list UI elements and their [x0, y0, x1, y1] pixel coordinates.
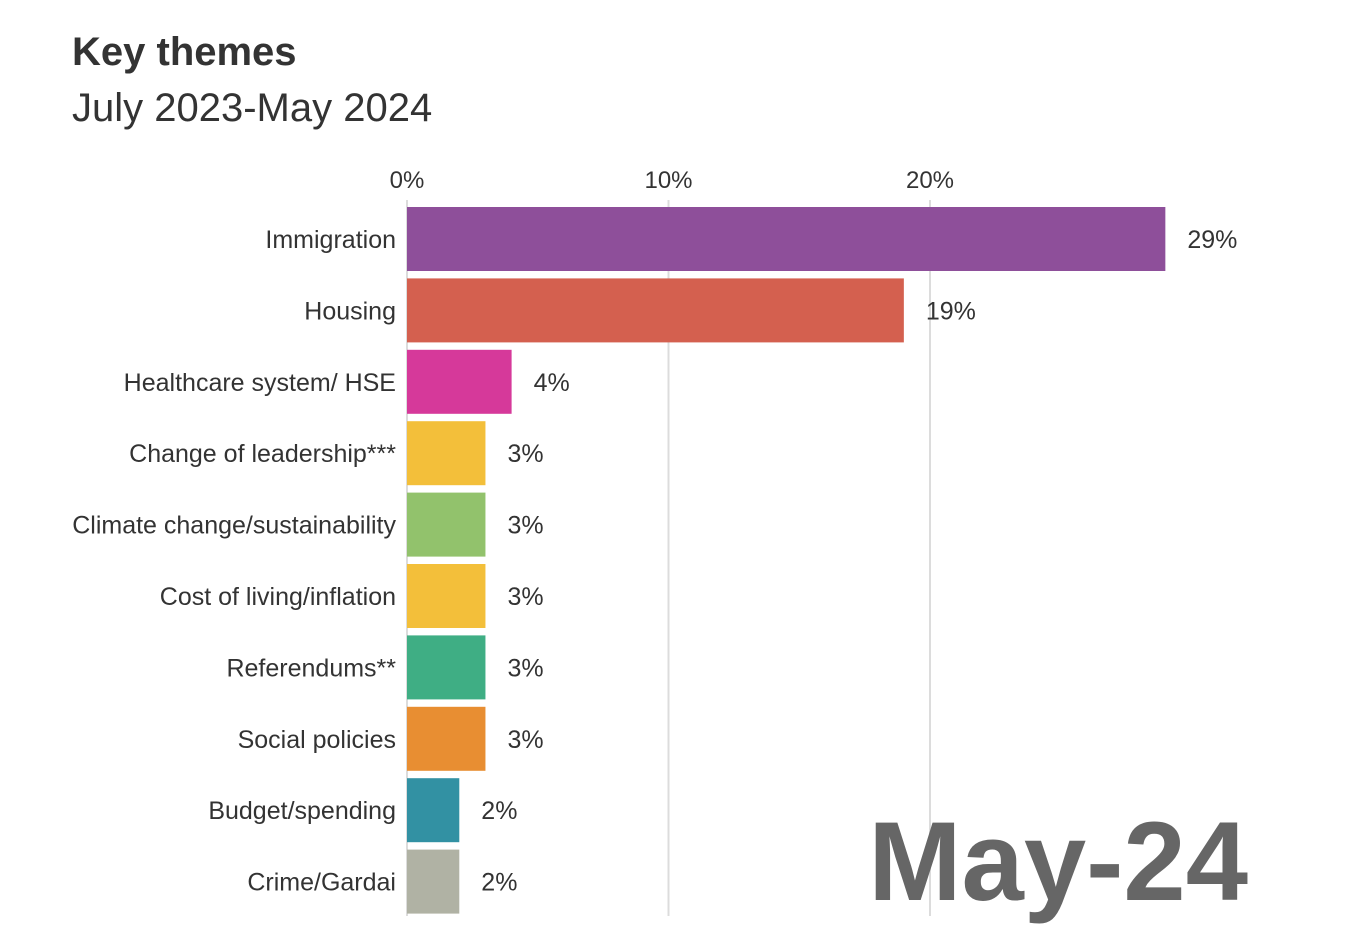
category-label: Housing — [304, 297, 396, 325]
value-label: 4% — [534, 369, 570, 397]
bar — [407, 564, 486, 628]
x-axis-ticks: 0% 10% 20% — [390, 167, 954, 194]
value-label: 3% — [507, 583, 543, 611]
bar — [407, 492, 486, 557]
value-label: 19% — [926, 297, 976, 325]
value-label: 2% — [481, 797, 517, 825]
x-tick-label: 10% — [644, 167, 692, 194]
bar — [407, 635, 486, 700]
value-label: 3% — [507, 654, 543, 682]
chart-title: Key themes — [72, 30, 297, 74]
category-label: Crime/Gardai — [247, 869, 396, 897]
category-label: Climate change/sustainability — [72, 512, 396, 540]
value-label: 3% — [507, 726, 543, 754]
bars — [407, 207, 1166, 914]
value-labels: 29% 19% 4% 3% 3% 3% 3% 3% 2% 2% — [481, 226, 1237, 897]
x-tick-label: 0% — [390, 167, 425, 194]
bar — [407, 706, 486, 771]
value-label: 3% — [507, 512, 543, 540]
chart-subtitle: July 2023-May 2024 — [72, 86, 433, 130]
bar — [407, 849, 460, 914]
x-tick-label: 20% — [906, 167, 954, 194]
value-label: 2% — [481, 869, 517, 897]
value-label: 3% — [507, 440, 543, 468]
bar — [407, 421, 486, 486]
value-label: 29% — [1187, 226, 1237, 254]
category-label: Budget/spending — [208, 797, 396, 825]
category-label: Social policies — [238, 726, 396, 754]
category-label: Immigration — [265, 226, 396, 254]
category-label: Change of leadership*** — [129, 440, 396, 468]
bar — [407, 778, 460, 843]
bar — [407, 278, 904, 343]
category-label: Cost of living/inflation — [160, 583, 396, 611]
bar — [407, 349, 512, 414]
category-label: Referendums** — [226, 654, 396, 682]
category-labels: Immigration Housing Healthcare system/ HSE… — [72, 226, 396, 897]
category-label: Healthcare system/ HSE — [124, 369, 396, 397]
period-label: May-24 — [868, 799, 1248, 924]
bar — [407, 207, 1166, 271]
